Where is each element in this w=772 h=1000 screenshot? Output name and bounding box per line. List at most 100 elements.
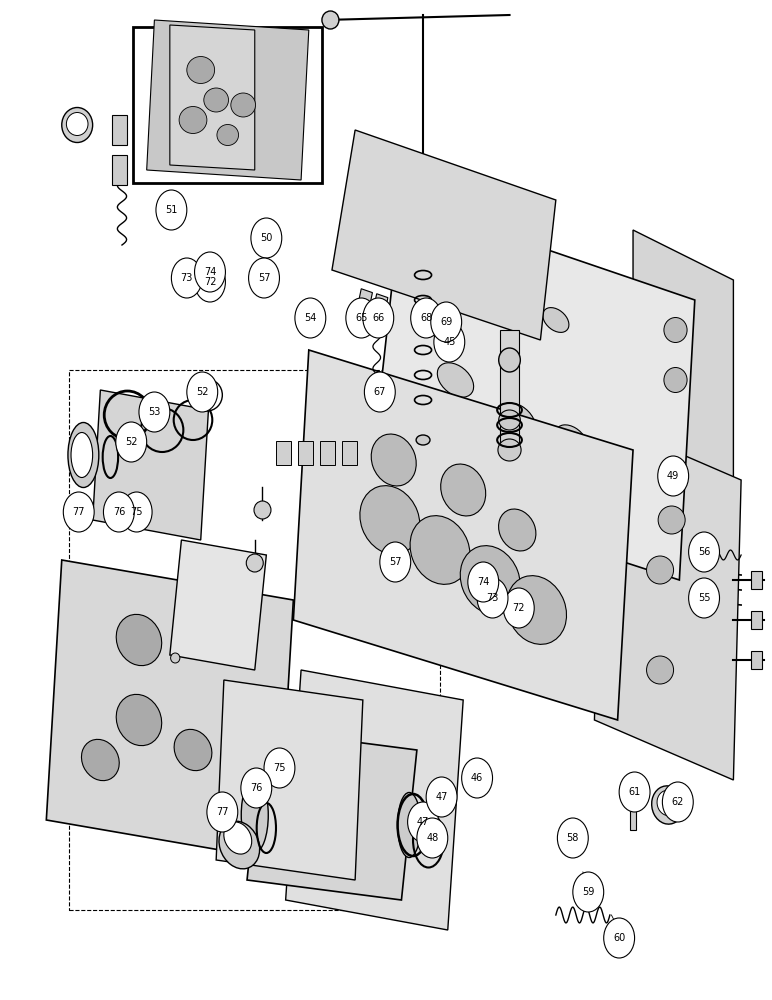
Ellipse shape <box>499 403 536 437</box>
Ellipse shape <box>219 821 259 869</box>
Circle shape <box>346 298 377 338</box>
Bar <box>500 330 520 450</box>
Text: 47: 47 <box>417 817 429 827</box>
Ellipse shape <box>543 308 569 332</box>
Bar <box>320 441 335 465</box>
Bar <box>276 441 291 465</box>
Ellipse shape <box>204 88 229 112</box>
Ellipse shape <box>460 546 520 614</box>
Text: 77: 77 <box>73 507 85 517</box>
Text: 47: 47 <box>435 792 448 802</box>
Circle shape <box>156 190 187 230</box>
Ellipse shape <box>410 516 470 584</box>
Circle shape <box>689 532 720 572</box>
Ellipse shape <box>269 779 287 801</box>
Ellipse shape <box>499 509 536 551</box>
Text: 61: 61 <box>628 787 641 797</box>
Text: 72: 72 <box>204 277 216 287</box>
Text: 75: 75 <box>130 507 143 517</box>
Text: 50: 50 <box>260 233 273 243</box>
Circle shape <box>251 218 282 258</box>
Text: 72: 72 <box>513 603 525 613</box>
Circle shape <box>477 578 508 618</box>
Ellipse shape <box>322 11 339 29</box>
Circle shape <box>139 392 170 432</box>
Circle shape <box>364 372 395 412</box>
Text: 74: 74 <box>204 267 216 277</box>
Ellipse shape <box>371 434 416 486</box>
Circle shape <box>264 748 295 788</box>
Ellipse shape <box>252 804 272 826</box>
Ellipse shape <box>217 124 239 145</box>
Ellipse shape <box>68 422 99 488</box>
Polygon shape <box>170 540 266 670</box>
Ellipse shape <box>71 432 93 478</box>
Ellipse shape <box>657 790 679 816</box>
Text: 58: 58 <box>567 833 579 843</box>
Text: 57: 57 <box>389 557 401 567</box>
Circle shape <box>431 302 462 342</box>
Text: 75: 75 <box>273 763 286 773</box>
Ellipse shape <box>117 694 161 746</box>
Ellipse shape <box>441 464 486 516</box>
Circle shape <box>63 492 94 532</box>
Ellipse shape <box>652 786 684 824</box>
Text: 66: 66 <box>372 313 384 323</box>
Bar <box>133 27 322 182</box>
Text: 69: 69 <box>440 317 452 327</box>
Text: 52: 52 <box>196 387 208 397</box>
Circle shape <box>207 792 238 832</box>
Polygon shape <box>286 670 463 930</box>
Text: 51: 51 <box>165 205 178 215</box>
Circle shape <box>604 918 635 958</box>
Ellipse shape <box>664 468 687 492</box>
Bar <box>750 611 762 629</box>
Ellipse shape <box>473 288 499 312</box>
Circle shape <box>187 372 218 412</box>
Ellipse shape <box>658 506 685 534</box>
Ellipse shape <box>231 93 256 117</box>
Text: 65: 65 <box>355 313 367 323</box>
Circle shape <box>408 802 438 842</box>
Circle shape <box>195 252 225 292</box>
Ellipse shape <box>498 439 521 461</box>
Circle shape <box>116 422 147 462</box>
Circle shape <box>662 782 693 822</box>
Text: 68: 68 <box>420 313 432 323</box>
Ellipse shape <box>226 633 240 648</box>
Circle shape <box>103 492 134 532</box>
Text: 73: 73 <box>486 593 499 603</box>
Ellipse shape <box>252 744 272 766</box>
Text: 73: 73 <box>181 273 193 283</box>
Polygon shape <box>633 230 733 600</box>
Text: 46: 46 <box>471 773 483 783</box>
Ellipse shape <box>273 780 303 850</box>
Ellipse shape <box>647 656 673 684</box>
Ellipse shape <box>506 576 567 644</box>
Circle shape <box>121 492 152 532</box>
Ellipse shape <box>241 778 269 852</box>
Bar <box>112 115 127 145</box>
Polygon shape <box>216 680 363 880</box>
Ellipse shape <box>555 425 587 455</box>
Bar <box>298 441 313 465</box>
Polygon shape <box>147 20 309 180</box>
Circle shape <box>411 298 442 338</box>
Circle shape <box>573 872 604 912</box>
Circle shape <box>689 578 720 618</box>
Circle shape <box>426 777 457 817</box>
Polygon shape <box>170 25 255 170</box>
Circle shape <box>171 258 202 298</box>
Circle shape <box>363 298 394 338</box>
Circle shape <box>503 588 534 628</box>
Text: 48: 48 <box>426 833 438 843</box>
Polygon shape <box>46 560 293 860</box>
Circle shape <box>658 456 689 496</box>
Text: 57: 57 <box>258 273 270 283</box>
Polygon shape <box>293 350 633 720</box>
Ellipse shape <box>117 614 161 666</box>
Ellipse shape <box>437 363 474 397</box>
Ellipse shape <box>499 410 520 430</box>
Ellipse shape <box>179 106 207 133</box>
Ellipse shape <box>360 486 420 554</box>
